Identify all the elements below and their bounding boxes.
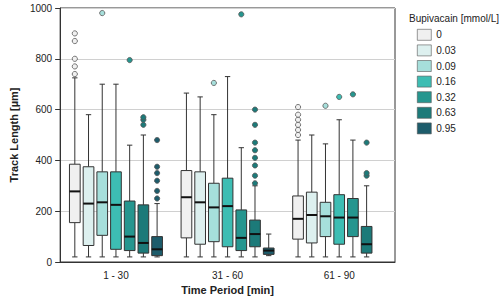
svg-text:0.63: 0.63 (436, 107, 456, 118)
svg-text:Time Period [min]: Time Period [min] (181, 284, 274, 296)
svg-text:61 - 90: 61 - 90 (324, 270, 356, 281)
svg-text:600: 600 (35, 104, 52, 115)
svg-text:Track Length [µm]: Track Length [µm] (8, 87, 20, 182)
svg-text:0.03: 0.03 (436, 45, 456, 56)
svg-text:1 - 30: 1 - 30 (103, 270, 129, 281)
svg-text:0: 0 (47, 257, 53, 268)
svg-text:800: 800 (35, 53, 52, 64)
svg-text:31 - 60: 31 - 60 (212, 270, 244, 281)
svg-text:0.95: 0.95 (436, 123, 456, 134)
svg-text:400: 400 (35, 155, 52, 166)
svg-text:0.32: 0.32 (436, 92, 456, 103)
svg-text:0.09: 0.09 (436, 61, 456, 72)
svg-text:1000: 1000 (30, 3, 53, 14)
svg-text:Bupivacain [mmol/L]: Bupivacain [mmol/L] (409, 13, 499, 24)
svg-text:0.16: 0.16 (436, 76, 456, 87)
svg-text:0: 0 (436, 29, 442, 40)
svg-text:200: 200 (35, 206, 52, 217)
